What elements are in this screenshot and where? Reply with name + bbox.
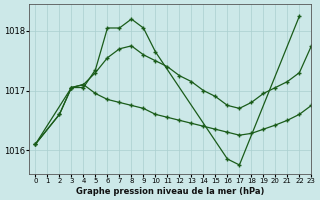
- X-axis label: Graphe pression niveau de la mer (hPa): Graphe pression niveau de la mer (hPa): [76, 187, 265, 196]
